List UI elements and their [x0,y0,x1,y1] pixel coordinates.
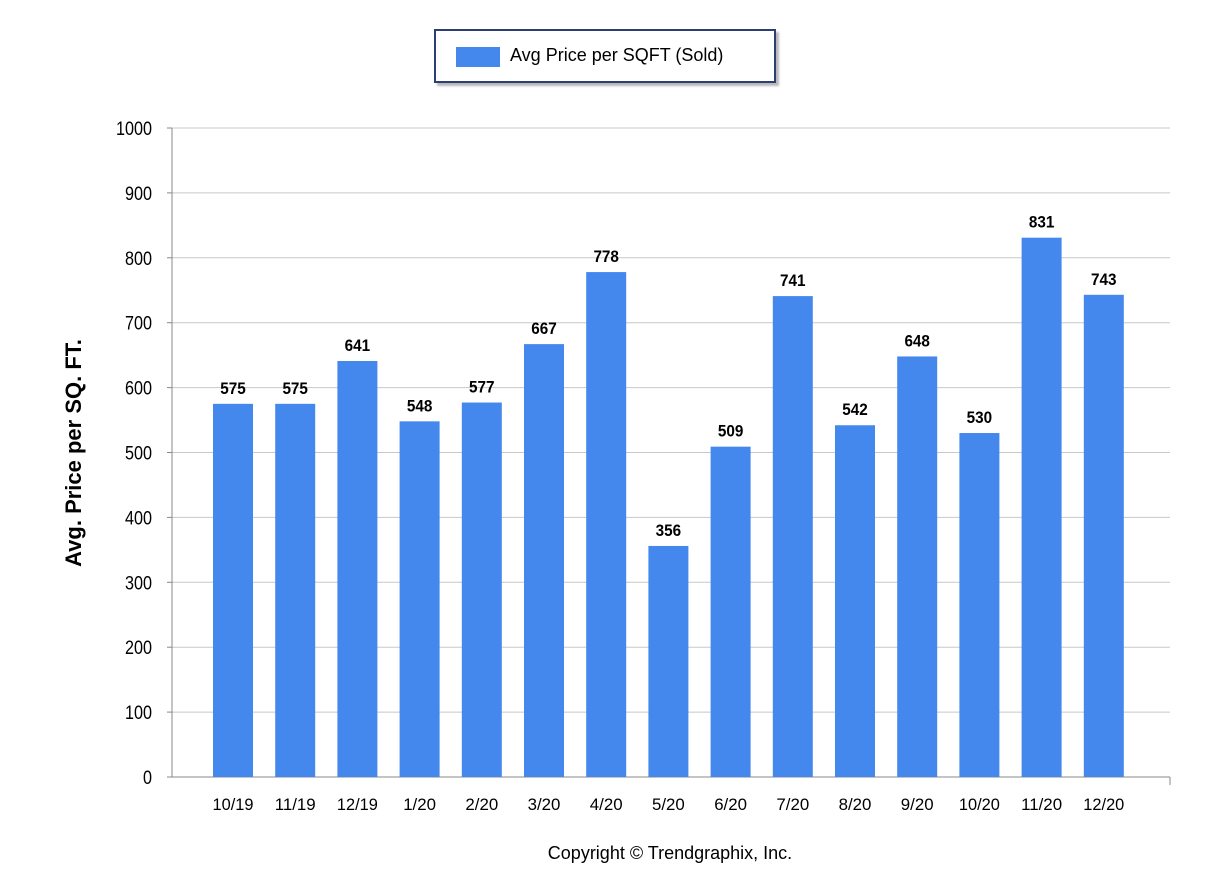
y-tick-label: 400 [125,508,152,529]
data-label: 831 [1029,213,1055,232]
y-axis-label: Avg. Price per SQ. FT. [61,339,86,567]
x-tick-label: 4/20 [590,795,623,814]
bar [461,402,502,777]
y-tick-label: 300 [125,573,152,594]
legend: Avg Price per SQFT (Sold) [434,29,776,83]
bar [1021,237,1062,777]
x-tick-label: 1/20 [403,795,436,814]
bar [213,403,253,777]
data-label: 577 [469,378,495,397]
data-label: 575 [282,379,308,398]
bar [959,433,1000,777]
x-tick-label: 12/19 [337,795,378,814]
y-tick-label: 1000 [116,119,152,140]
data-label: 548 [407,396,433,415]
bar [897,356,938,777]
x-tick-label: 7/20 [776,795,809,814]
bar [337,360,378,777]
bars [213,237,1124,777]
x-tick-label: 11/19 [275,795,316,814]
x-tick-label: 5/20 [652,795,685,814]
y-axis-ticks: 0 100 200 300 400 500 600 700 800 900 1000 [116,119,172,789]
data-label: 509 [718,422,744,441]
x-tick-label: 3/20 [528,795,561,814]
y-tick-label: 600 [125,379,152,400]
y-tick-label: 100 [125,703,152,724]
bar [1083,294,1124,777]
data-labels: 575 575 641 548 577 667 778 356 509 741 542 648 530 8… [220,213,1116,540]
x-tick-label: 6/20 [714,795,747,814]
y-tick-label: 200 [125,638,152,659]
bar [835,425,875,777]
data-label: 743 [1091,270,1117,289]
y-tick-label: 500 [125,444,152,465]
x-tick-label: 12/20 [1083,795,1124,814]
data-label: 667 [531,319,557,338]
legend-swatch [456,47,500,67]
bar [399,421,440,777]
bar [524,344,564,777]
data-label: 778 [593,247,619,266]
bar [648,545,689,777]
y-tick-label: 700 [125,314,152,335]
x-tick-label: 10/19 [213,795,254,814]
data-label: 356 [656,521,682,540]
x-tick-label: 11/20 [1021,795,1062,814]
bar [710,446,751,777]
x-tick-label: 8/20 [839,795,872,814]
data-label: 575 [220,379,246,398]
x-tick-label: 9/20 [901,795,934,814]
data-label: 641 [345,336,371,355]
bar [772,296,813,777]
data-label: 530 [967,408,993,427]
bar [586,272,627,777]
x-tick-label: 2/20 [465,795,498,814]
x-axis-ticks: 10/19 11/19 12/19 1/20 2/20 3/20 4/20 5/20 6/20 7… [213,795,1125,814]
legend-label: Avg Price per SQFT (Sold) [510,45,724,65]
data-label: 741 [780,271,806,290]
copyright-text: Copyright © Trendgraphix, Inc. [547,843,793,863]
data-label: 648 [904,331,930,350]
y-tick-label: 900 [125,184,152,205]
y-tick-label: 800 [125,249,152,270]
x-tick-label: 10/20 [959,795,1000,814]
y-tick-label: 0 [143,768,152,789]
data-label: 542 [842,400,868,419]
bar [275,403,316,777]
